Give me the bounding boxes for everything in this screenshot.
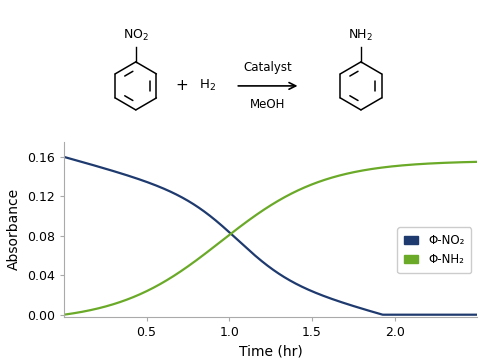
- Text: NO$_2$: NO$_2$: [123, 28, 149, 43]
- Text: NH$_2$: NH$_2$: [348, 28, 373, 43]
- Text: H$_2$: H$_2$: [199, 78, 215, 94]
- Y-axis label: Absorbance: Absorbance: [7, 188, 21, 270]
- Legend: Φ-NO₂, Φ-NH₂: Φ-NO₂, Φ-NH₂: [397, 227, 471, 273]
- Text: +: +: [175, 78, 187, 94]
- X-axis label: Time (hr): Time (hr): [239, 344, 303, 358]
- Text: Catalyst: Catalyst: [244, 61, 292, 74]
- Text: MeOH: MeOH: [250, 98, 285, 111]
